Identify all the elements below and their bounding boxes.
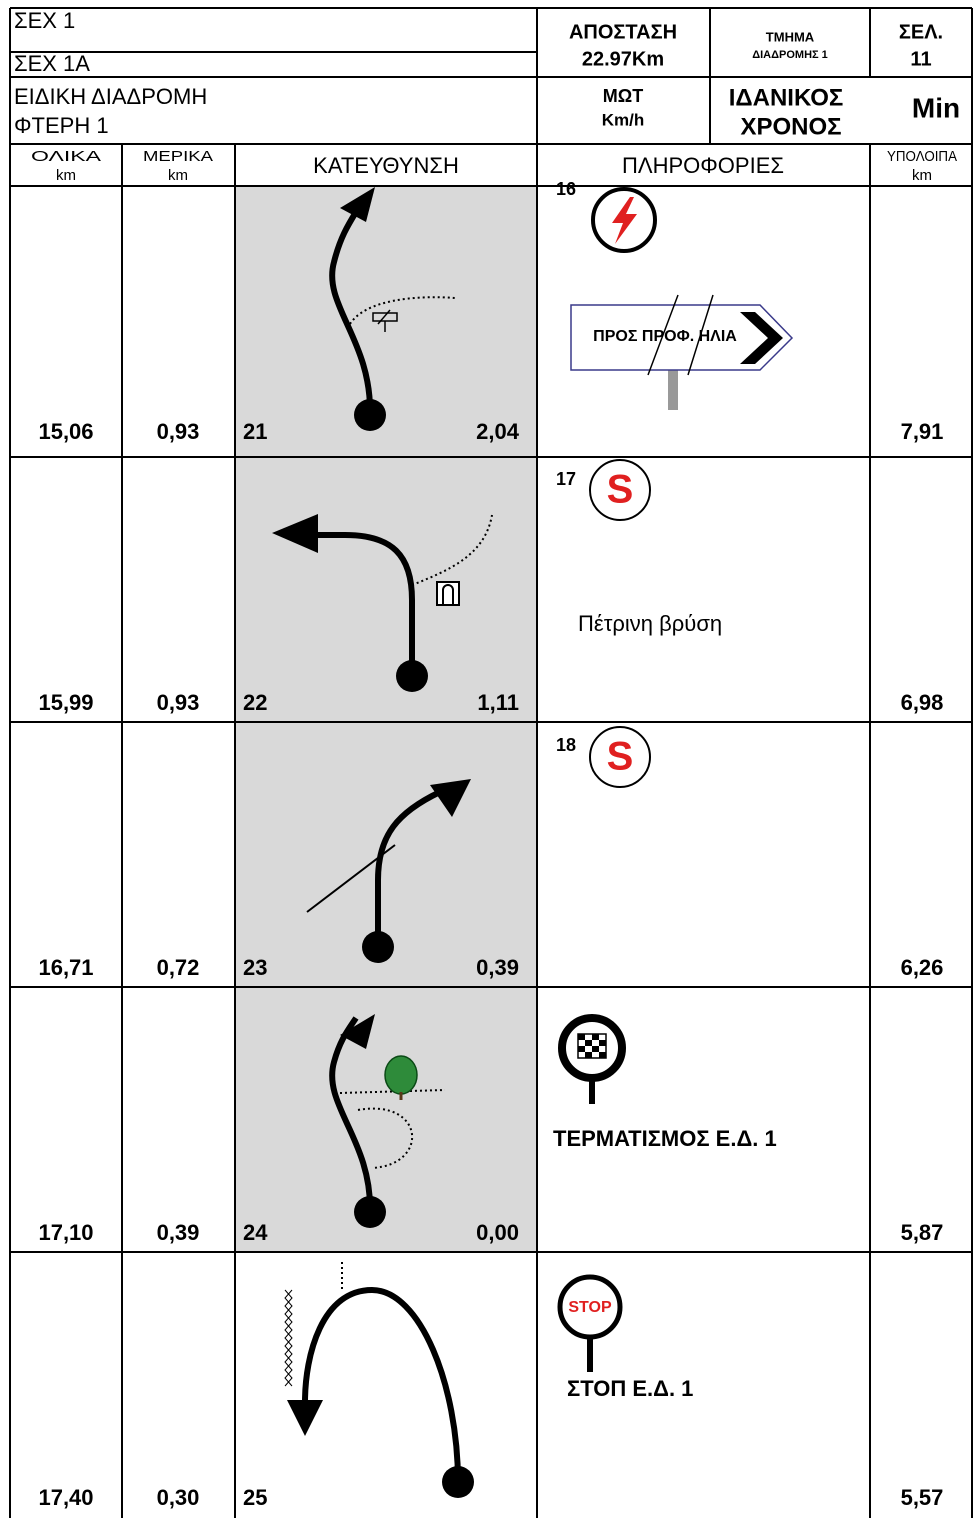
marker: 18 [556, 735, 576, 755]
column-label: ΜΕΡΙΚΑ [143, 148, 213, 165]
ideal-unit: Min [912, 92, 960, 123]
distance-label: ΑΠΟΣΤΑΣΗ [569, 21, 677, 43]
tulips [272, 187, 493, 1498]
stage: ΦΤΕΡΗ 1 [14, 113, 109, 138]
grid [9, 7, 973, 1518]
page-label: ΣΕΛ. [899, 21, 943, 43]
strike [647, 294, 679, 376]
header: ΣΕΧ 1 ΣΕΧ 1Α ΕΙΔΙΚΗ ΔΙΑΔΡΟΜΗ ΦΤΕΡΗ 1 ΑΠΟ… [14, 8, 960, 141]
next-km: 2,04 [476, 419, 520, 444]
icon-text: S [607, 735, 634, 779]
partial-km: 0,39 [157, 1220, 200, 1245]
partial-km: 0,93 [157, 690, 200, 715]
remaining-km: 5,87 [901, 1220, 944, 1245]
sec: ΣΕΧ 1Α [14, 51, 90, 76]
column-label: ΥΠΟΛΟΙΠΑ [887, 148, 957, 165]
sign [570, 304, 794, 371]
column-label: ΠΛΗΡΟΦΟΡΙΕΣ [622, 153, 784, 178]
marker: 16 [556, 179, 576, 199]
note: Πέτρινη βρύση [578, 611, 722, 636]
pole [668, 365, 678, 410]
tulip-number: 22 [243, 690, 267, 715]
row: 15,06 0,93 21 2,04 7,91 [38, 419, 943, 444]
ideal-label: ΙΔΑΝΙΚΟΣ [729, 84, 844, 111]
row: 16,71 0,72 23 0,39 6,26 [38, 955, 943, 980]
sign [740, 312, 783, 364]
next-km: 0,00 [476, 1220, 519, 1245]
note: ΤΕΡΜΑΤΙΣΜΟΣ Ε.Δ. 1 [553, 1126, 777, 1151]
remaining-km: 6,98 [901, 690, 944, 715]
section-label: ΤΜΗΜΑ [766, 29, 815, 44]
icon-text: STOP [568, 1299, 612, 1316]
column-unit: km [912, 167, 932, 184]
strike [687, 294, 714, 376]
column-label: ΚΑΤΕΥΘΥΝΣΗ [313, 153, 459, 178]
section: ΔΙΑΔΡΟΜΗΣ 1 [752, 49, 828, 61]
shading [235, 186, 537, 1252]
icon [589, 726, 651, 788]
ideal-label: ΧΡΟΝΟΣ [740, 113, 841, 140]
info: 16 ΠΡΟΣ ΠΡΟΦ. ΗΛΙΑ 17 S Πέτρινη βρύση 18… [553, 179, 794, 1401]
column-headers: ΟΛΙΚΑ km ΜΕΡΙΚΑ km ΚΑΤΕΥΘΥΝΣΗ ΠΛΗΡΟΦΟΡΙΕΣ ΥΠΟΛ… [31, 148, 957, 184]
column-unit: km [56, 167, 76, 184]
row: 15,99 0,93 22 1,11 6,98 [38, 690, 943, 715]
next-km: 0,39 [476, 955, 519, 980]
tulip-number: 25 [243, 1485, 267, 1510]
total-km: 16,71 [38, 955, 93, 980]
partial-km: 0,72 [157, 955, 200, 980]
icon-text: S [607, 468, 634, 512]
icon [557, 1274, 623, 1340]
partial-km: 0,30 [157, 1485, 200, 1510]
row: 17,40 0,30 25 5,57 [38, 1485, 943, 1510]
total-km: 15,06 [38, 419, 93, 444]
row: 17,10 0,39 24 0,00 5,87 [38, 1220, 943, 1245]
page-number: 11 [910, 48, 931, 70]
avg-unit: Km/h [602, 110, 645, 129]
remaining-km: 7,91 [901, 419, 944, 444]
tulip-number: 24 [243, 1220, 268, 1245]
avg-label: ΜΩΤ [603, 86, 643, 106]
tulip-number: 23 [243, 955, 267, 980]
marker: 17 [556, 469, 576, 489]
flag [577, 1033, 607, 1059]
sec: ΣΕΧ 1 [14, 8, 75, 33]
tulip-number: 21 [243, 419, 267, 444]
next-km: 1,11 [477, 690, 519, 715]
partial-km: 0,93 [157, 419, 200, 444]
total-km: 15,99 [38, 690, 93, 715]
icon [589, 459, 651, 521]
rows: 15,06 0,93 21 2,04 7,91 15,99 0,93 22 1,11 6,98 16… [38, 419, 943, 1510]
column-label: ΟΛΙΚΑ [31, 148, 101, 165]
total-km: 17,10 [38, 1220, 93, 1245]
distance: 22.97Km [582, 48, 664, 70]
total-km: 17,40 [38, 1485, 93, 1510]
stage: ΕΙΔΙΚΗ ΔΙΑΔΡΟΜΗ [14, 84, 207, 109]
note: ΣΤΟΠ Ε.Δ. 1 [567, 1376, 693, 1401]
icon [612, 197, 637, 244]
remaining-km: 6,26 [901, 955, 944, 980]
remaining-km: 5,57 [901, 1485, 944, 1510]
column-unit: km [168, 167, 188, 184]
